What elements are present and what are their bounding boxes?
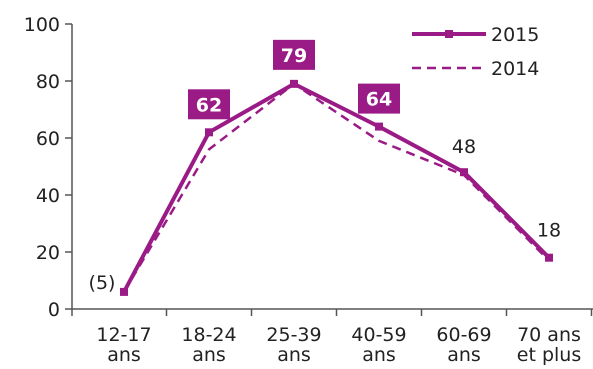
legend-label-2015: 2015 [491, 24, 539, 46]
legend-marker-2015 [445, 30, 453, 38]
data-label-box [188, 89, 230, 120]
data-label: 48 [452, 136, 476, 158]
x-tick-label: 40-59 ans [351, 324, 406, 366]
legend-label-2014: 2014 [491, 58, 539, 80]
legend: 2015 2014 [412, 24, 539, 80]
data-label: 18 [537, 220, 561, 242]
y-tick-label: 60 [36, 128, 60, 150]
data-label: 79 [281, 45, 307, 67]
x-tick-label: 12-17 ans [96, 324, 151, 366]
data-label-box [358, 83, 400, 114]
x-tick-label: 25-39 ans [266, 324, 321, 366]
y-axis: 0 20 40 60 80 100 [24, 14, 73, 321]
data-point-2015 [460, 168, 468, 177]
y-tick-label: 80 [36, 71, 60, 93]
data-point-2015 [375, 122, 383, 131]
series-line-2014 [122, 82, 550, 293]
x-tick-label: 18-24 ans [181, 324, 236, 366]
data-label: 64 [366, 89, 392, 111]
series-line-2015 [122, 81, 551, 293]
data-labels: (5) 62 79 64 48 18 [89, 39, 561, 294]
x-axis: 12-17 ans 18-24 ans 25-39 ans 40-59 ans 60-69 ans… [71, 308, 593, 366]
x-tick-label: 60-69 ans [436, 324, 491, 366]
series-layer [120, 79, 553, 296]
y-tick-label: 20 [36, 242, 60, 264]
y-tick-label: 0 [48, 299, 60, 321]
data-point-2015 [205, 128, 213, 137]
data-label: (5) [89, 272, 116, 294]
y-tick-label: 40 [36, 185, 60, 207]
data-label: 62 [196, 94, 222, 116]
data-label-box [273, 39, 315, 70]
y-tick-label: 100 [24, 14, 60, 36]
data-point-2015 [545, 253, 553, 262]
x-tick-label: 70 ans et plus [517, 324, 581, 366]
